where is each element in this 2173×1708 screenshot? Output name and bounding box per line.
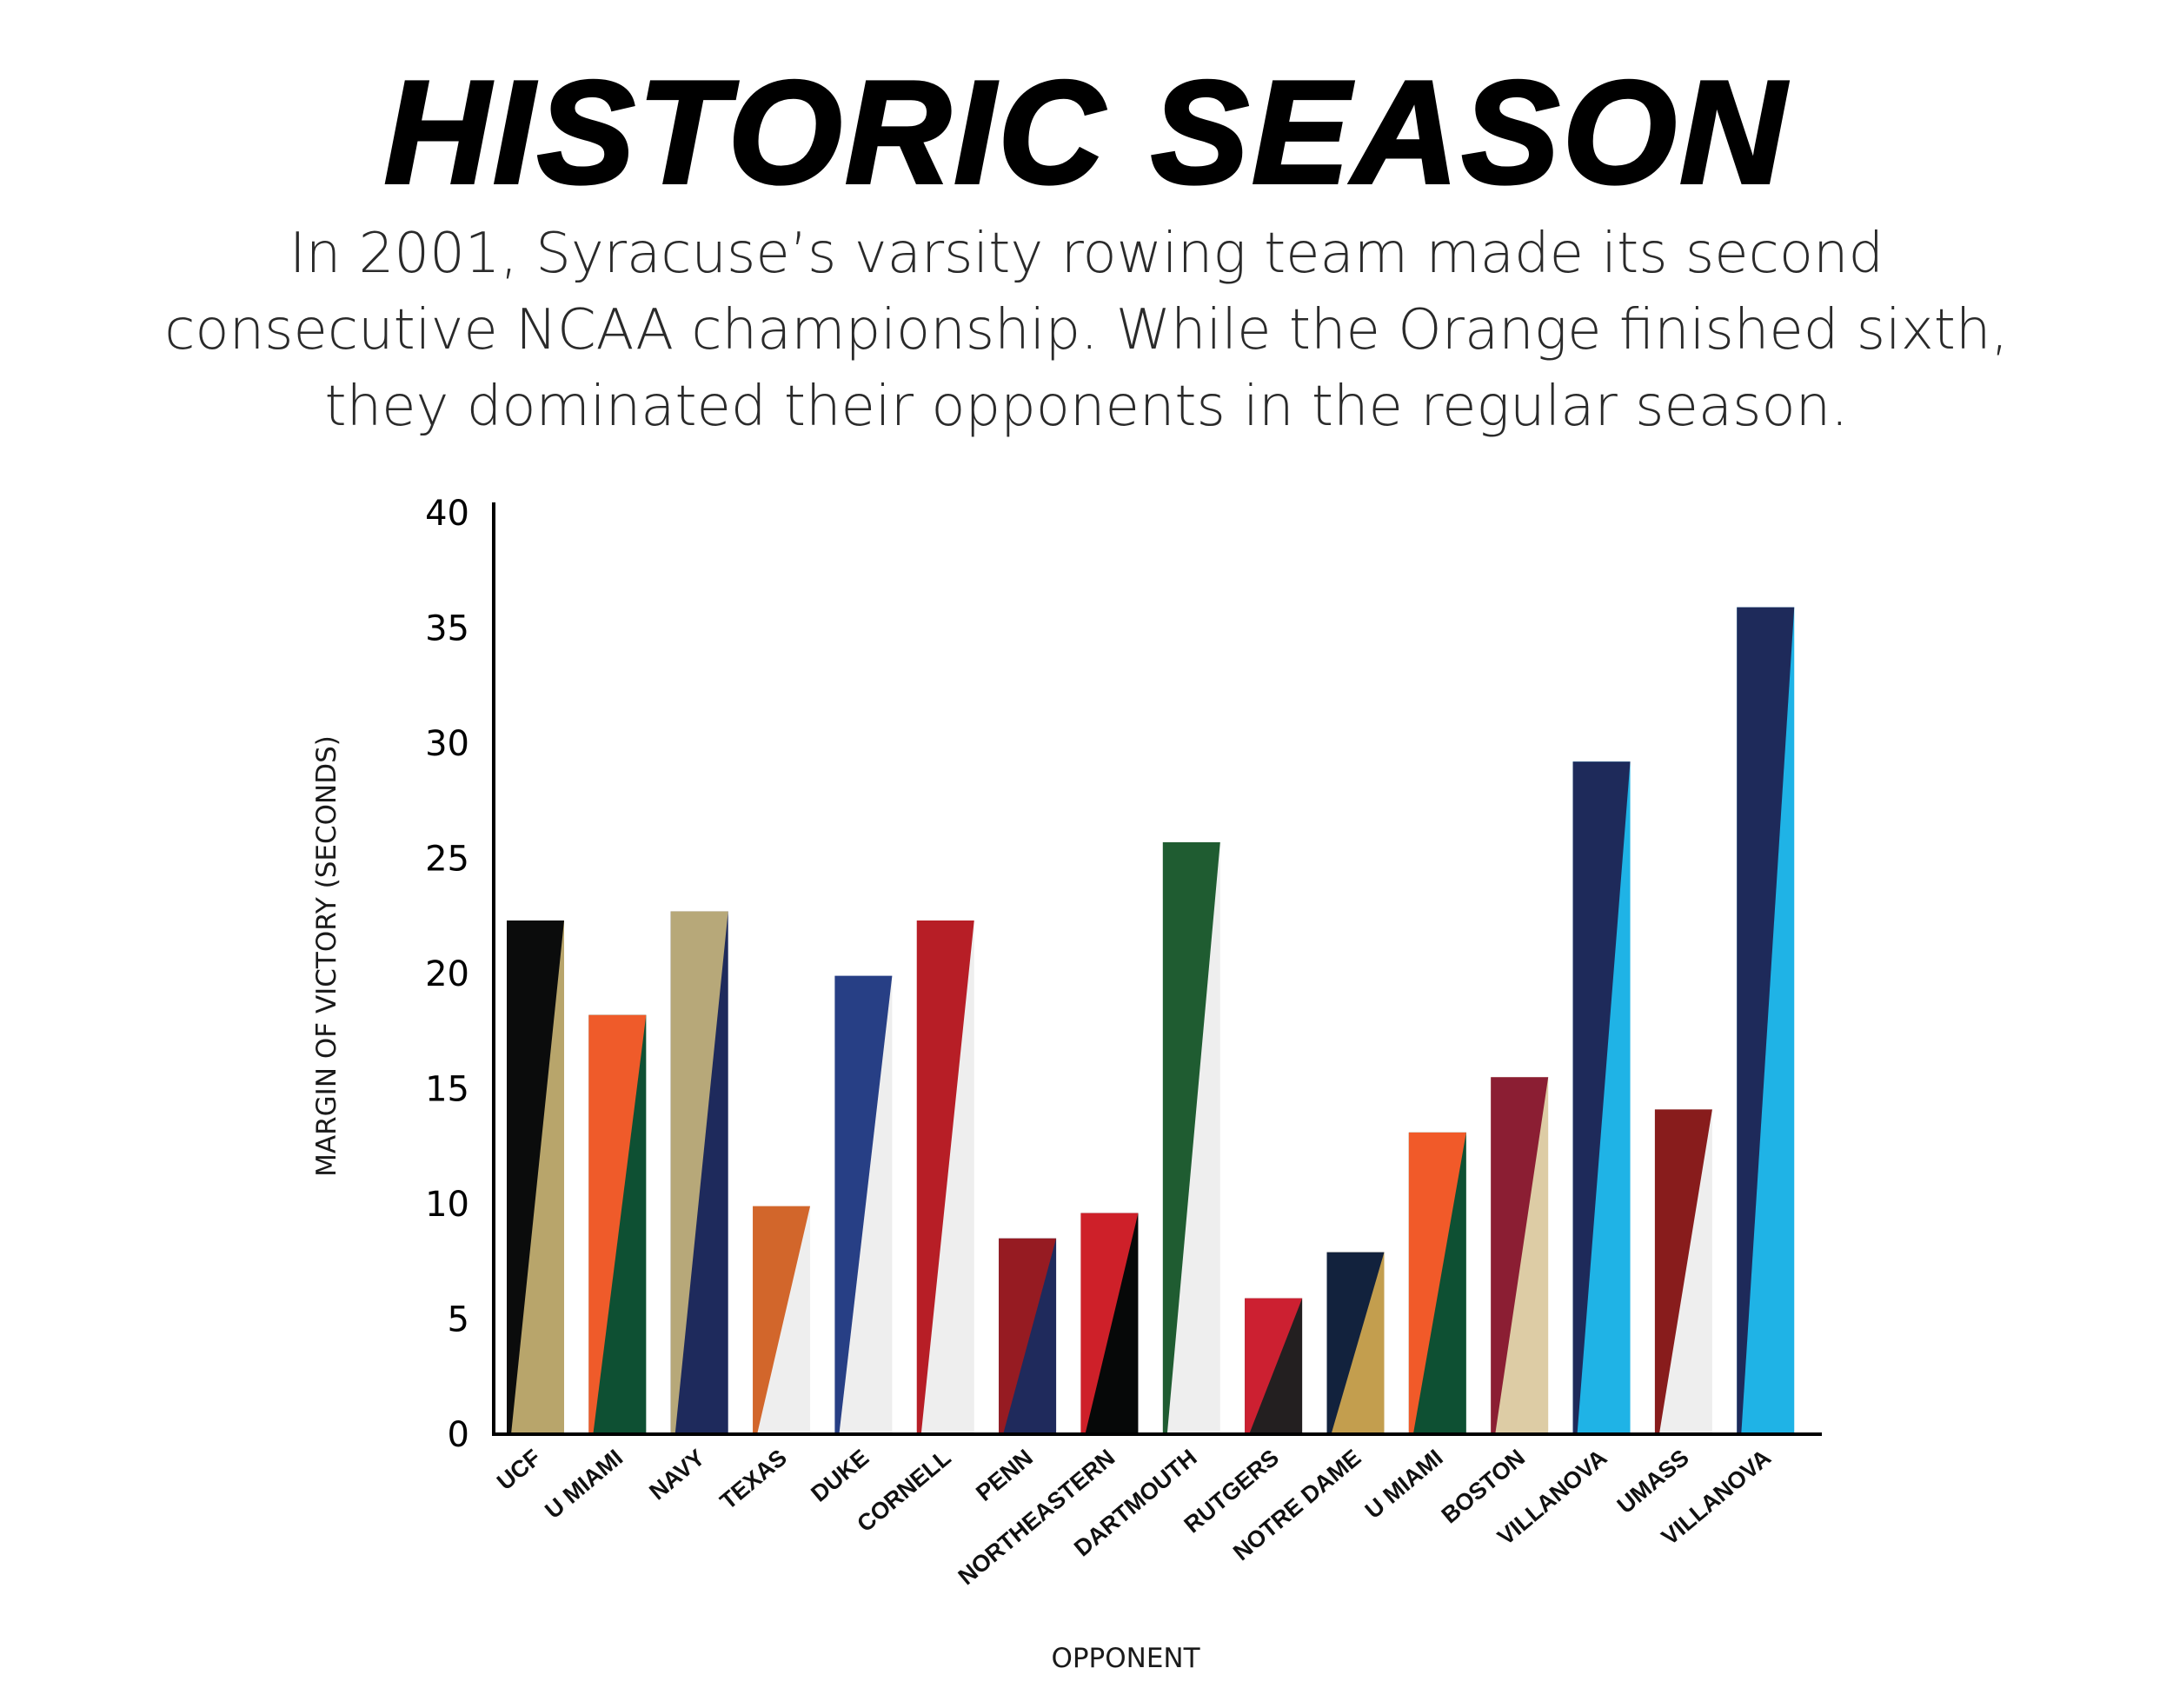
bar xyxy=(1408,1132,1466,1434)
bar xyxy=(1572,761,1631,1434)
bar xyxy=(670,911,728,1434)
subtitle-line-2: consecutive NCAA championship. While the… xyxy=(164,298,2009,362)
bar xyxy=(1491,1077,1549,1434)
bar-primary-wedge xyxy=(1080,1213,1139,1434)
y-tick-label: 0 xyxy=(448,1415,469,1455)
bar-primary-wedge xyxy=(999,1238,1057,1434)
bar xyxy=(1326,1252,1385,1434)
bar xyxy=(916,920,974,1434)
subtitle-line-3: they dominated their opponents in the re… xyxy=(324,375,1849,439)
y-tick-label: 30 xyxy=(425,724,469,764)
bar xyxy=(1245,1298,1303,1434)
x-tick-label: UMASS xyxy=(1612,1445,1694,1519)
bar-primary-wedge xyxy=(1572,761,1631,1434)
bar-primary-wedge xyxy=(1654,1109,1712,1434)
x-tick-label: U MIAMI xyxy=(540,1445,628,1524)
page-title: HISTORIC SEASON xyxy=(382,50,1789,214)
bar-primary-wedge xyxy=(753,1206,811,1434)
bar-primary-wedge xyxy=(1162,841,1220,1434)
bar-primary-wedge xyxy=(834,975,893,1434)
x-tick-label: DUKE xyxy=(806,1445,874,1507)
bar-primary-wedge xyxy=(1245,1298,1303,1434)
bar xyxy=(1162,841,1220,1434)
y-tick-label: 25 xyxy=(425,840,469,880)
bar-primary-wedge xyxy=(670,911,728,1434)
bar xyxy=(588,1014,647,1434)
y-tick-label: 35 xyxy=(425,609,469,649)
y-tick-label: 15 xyxy=(425,1070,469,1110)
y-tick-label: 10 xyxy=(425,1185,469,1225)
x-tick-label: NORTHEASTERN xyxy=(954,1445,1120,1591)
x-tick-label: U MIAMI xyxy=(1360,1445,1448,1524)
bar xyxy=(999,1238,1057,1434)
axes-group xyxy=(492,502,1822,1436)
y-tick-label: 40 xyxy=(425,494,469,534)
bar-primary-wedge xyxy=(507,920,564,1434)
bar xyxy=(507,920,564,1434)
y-tick-label: 5 xyxy=(448,1300,469,1340)
bar xyxy=(753,1206,811,1434)
bar-primary-wedge xyxy=(1491,1077,1549,1434)
bar-primary-wedge xyxy=(588,1014,647,1434)
bar-primary-wedge xyxy=(916,920,974,1434)
y-tick-label: 20 xyxy=(425,954,469,994)
subtitle-line-1: In 2001, Syracuse’s varsity rowing team … xyxy=(289,222,1884,286)
bar xyxy=(1654,1109,1712,1434)
bar-primary-wedge xyxy=(1408,1132,1466,1434)
x-tick-label: UCF xyxy=(492,1445,546,1496)
bar xyxy=(1737,607,1795,1434)
bars-group xyxy=(507,607,1795,1434)
subtitle: In 2001, Syracuse’s varsity rowing team … xyxy=(130,216,2043,445)
x-tick-label: NAVY xyxy=(644,1445,709,1505)
bar-primary-wedge xyxy=(1326,1252,1385,1434)
x-tick-label: PENN xyxy=(971,1445,1038,1506)
bar-primary-wedge xyxy=(1737,607,1795,1434)
bar xyxy=(834,975,893,1434)
y-axis-label: MARGIN OF VICTORY (SECONDS) xyxy=(311,735,342,1177)
x-tick-label: TEXAS xyxy=(715,1445,792,1515)
y-tick-labels: 0 5 10 15 20 25 30 35 40 xyxy=(425,494,469,1455)
bar xyxy=(1080,1213,1139,1434)
x-axis-label: OPPONENT xyxy=(1051,1643,1200,1674)
